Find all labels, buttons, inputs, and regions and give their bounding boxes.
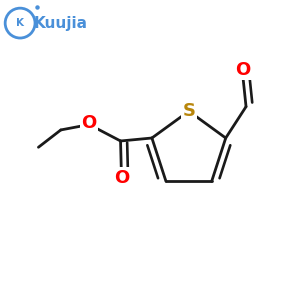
Text: K: K <box>16 18 24 28</box>
Text: O: O <box>235 61 250 79</box>
Text: O: O <box>114 169 129 187</box>
Text: S: S <box>182 102 195 120</box>
Text: Kuujia: Kuujia <box>33 16 87 31</box>
Text: O: O <box>82 114 97 132</box>
